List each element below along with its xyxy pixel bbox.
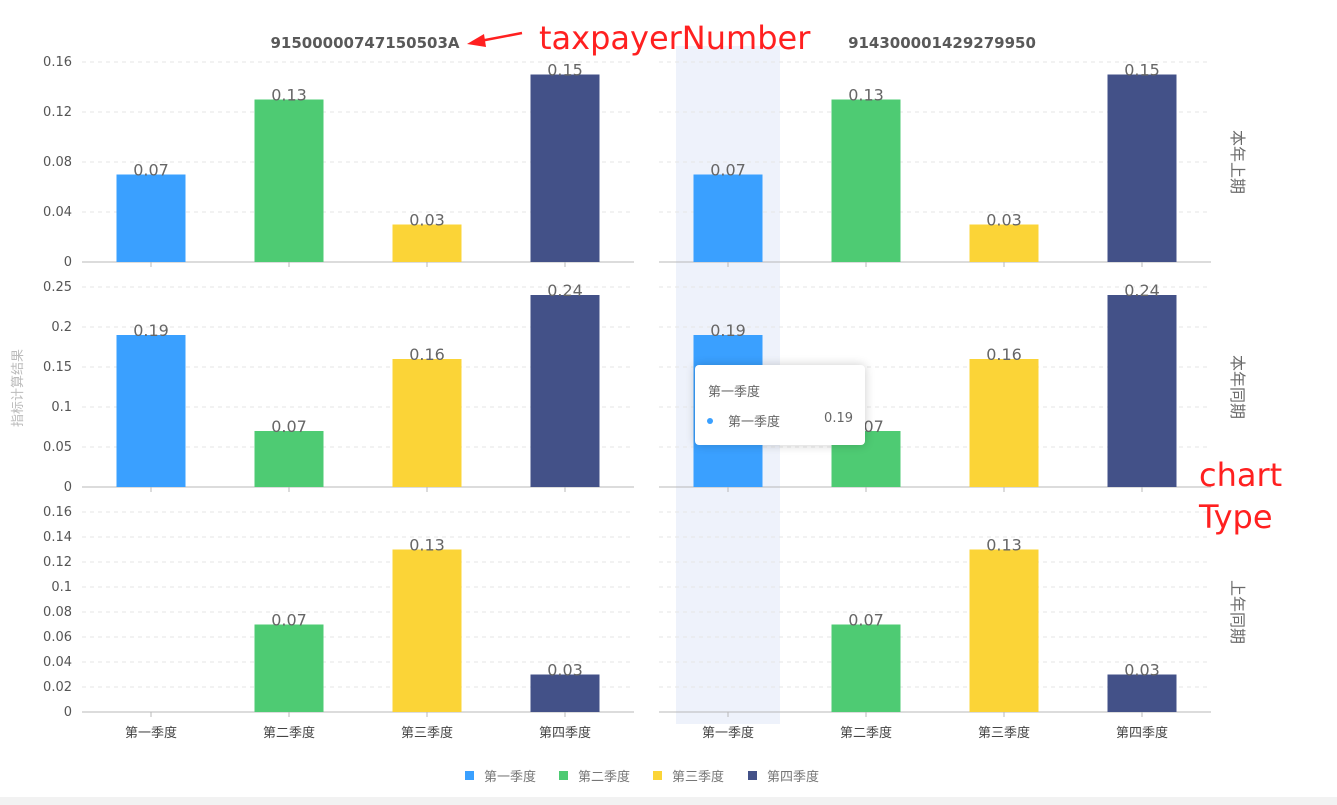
y-tick-label: 0 bbox=[64, 705, 72, 720]
annotation-arrow-head bbox=[467, 34, 486, 47]
bar-value-label: 0.19 bbox=[133, 321, 169, 340]
bar-value-label: 0.16 bbox=[409, 345, 445, 364]
facet-row-label: 上年同期 bbox=[1228, 580, 1247, 644]
x-tick-label: 第二季度 bbox=[263, 725, 315, 741]
bar bbox=[392, 549, 462, 712]
bar bbox=[392, 359, 462, 487]
bar-value-label: 0.07 bbox=[133, 161, 169, 180]
bar-value-label: 0.13 bbox=[271, 86, 307, 105]
y-tick-label: 0.02 bbox=[43, 680, 72, 695]
y-tick-label: 0.15 bbox=[43, 360, 72, 375]
y-tick-label: 0.1 bbox=[51, 400, 72, 415]
annotation-taxpayer-number: taxpayerNumber bbox=[539, 19, 811, 57]
bar bbox=[693, 174, 763, 262]
bar bbox=[530, 74, 600, 262]
bar-value-label: 0.07 bbox=[848, 611, 884, 630]
annotation-chart-type: chart Type bbox=[1198, 456, 1282, 536]
y-axis-title: 指标计算结果 bbox=[11, 349, 26, 427]
y-tick-label: 0.12 bbox=[43, 105, 72, 120]
bar bbox=[116, 335, 186, 487]
bar bbox=[254, 624, 324, 712]
bar-value-label: 0.03 bbox=[409, 211, 445, 230]
tooltip-series-dot bbox=[707, 418, 713, 424]
bar-value-label: 0.03 bbox=[986, 211, 1022, 230]
tooltip-value: 0.19 bbox=[824, 411, 853, 426]
bar bbox=[116, 174, 186, 262]
bar bbox=[1107, 295, 1177, 487]
bar-value-label: 0.24 bbox=[1124, 281, 1160, 300]
bar bbox=[969, 224, 1039, 262]
legend-label: 第三季度 bbox=[672, 769, 724, 785]
y-tick-label: 0.08 bbox=[43, 155, 72, 170]
bar-value-label: 0.15 bbox=[547, 61, 583, 80]
y-tick-label: 0.16 bbox=[43, 505, 72, 520]
bar-value-label: 0.07 bbox=[271, 417, 307, 436]
facet-column-title: 914300001429279950 bbox=[848, 34, 1036, 52]
y-tick-label: 0 bbox=[64, 255, 72, 270]
bar bbox=[1107, 674, 1177, 712]
bar bbox=[254, 99, 324, 262]
y-tick-label: 0.04 bbox=[43, 655, 72, 670]
bar bbox=[831, 99, 901, 262]
x-tick-label: 第三季度 bbox=[978, 725, 1030, 741]
legend-label: 第二季度 bbox=[578, 769, 630, 785]
bar-value-label: 0.07 bbox=[271, 611, 307, 630]
legend-label: 第一季度 bbox=[484, 769, 536, 785]
bar-value-label: 0.16 bbox=[986, 345, 1022, 364]
bar-value-label: 0.15 bbox=[1124, 61, 1160, 80]
tooltip-title: 第一季度 bbox=[708, 385, 761, 400]
y-tick-label: 0.05 bbox=[43, 440, 72, 455]
bar-value-label: 0.07 bbox=[710, 161, 746, 180]
legend-swatch bbox=[559, 771, 568, 780]
y-tick-label: 0.14 bbox=[43, 530, 72, 545]
bar bbox=[831, 624, 901, 712]
bottom-strip bbox=[0, 797, 1337, 805]
legend-swatch bbox=[465, 771, 474, 780]
facet-row-label: 本年上期 bbox=[1228, 130, 1247, 194]
x-tick-label: 第四季度 bbox=[1116, 725, 1168, 741]
x-tick-label: 第二季度 bbox=[840, 725, 892, 741]
y-tick-label: 0 bbox=[64, 480, 72, 495]
legend-swatch bbox=[653, 771, 662, 780]
y-tick-label: 0.1 bbox=[51, 580, 72, 595]
bar-value-label: 0.13 bbox=[409, 536, 445, 555]
bar bbox=[254, 431, 324, 487]
bar-value-label: 0.24 bbox=[547, 281, 583, 300]
bar bbox=[969, 359, 1039, 487]
tooltip-series-name: 第一季度 bbox=[728, 415, 781, 430]
bar bbox=[530, 295, 600, 487]
y-tick-label: 0.2 bbox=[51, 320, 72, 335]
legend-label: 第四季度 bbox=[767, 769, 819, 785]
facet-row-label: 本年同期 bbox=[1228, 355, 1247, 419]
legend-swatch bbox=[748, 771, 757, 780]
bar-value-label: 0.19 bbox=[710, 321, 746, 340]
bar bbox=[969, 549, 1039, 712]
x-tick-label: 第一季度 bbox=[125, 725, 177, 741]
y-tick-label: 0.04 bbox=[43, 205, 72, 220]
y-tick-label: 0.08 bbox=[43, 605, 72, 620]
y-tick-label: 0.12 bbox=[43, 555, 72, 570]
bar-value-label: 0.03 bbox=[547, 661, 583, 680]
annotation-arrow-shaft bbox=[479, 31, 523, 43]
y-tick-label: 0.25 bbox=[43, 280, 72, 295]
x-tick-label: 第四季度 bbox=[539, 725, 591, 741]
chart-tooltip: 第一季度 第一季度 0.19 bbox=[695, 365, 865, 445]
y-tick-label: 0.06 bbox=[43, 630, 72, 645]
x-tick-label: 第一季度 bbox=[702, 725, 754, 741]
y-tick-label: 0.16 bbox=[43, 55, 72, 70]
bar-value-label: 0.13 bbox=[986, 536, 1022, 555]
bar-value-label: 0.03 bbox=[1124, 661, 1160, 680]
x-tick-label: 第三季度 bbox=[401, 725, 453, 741]
bar bbox=[530, 674, 600, 712]
bar bbox=[392, 224, 462, 262]
bar bbox=[1107, 74, 1177, 262]
bar-value-label: 0.13 bbox=[848, 86, 884, 105]
facet-column-title: 91500000747150503A bbox=[270, 34, 459, 52]
